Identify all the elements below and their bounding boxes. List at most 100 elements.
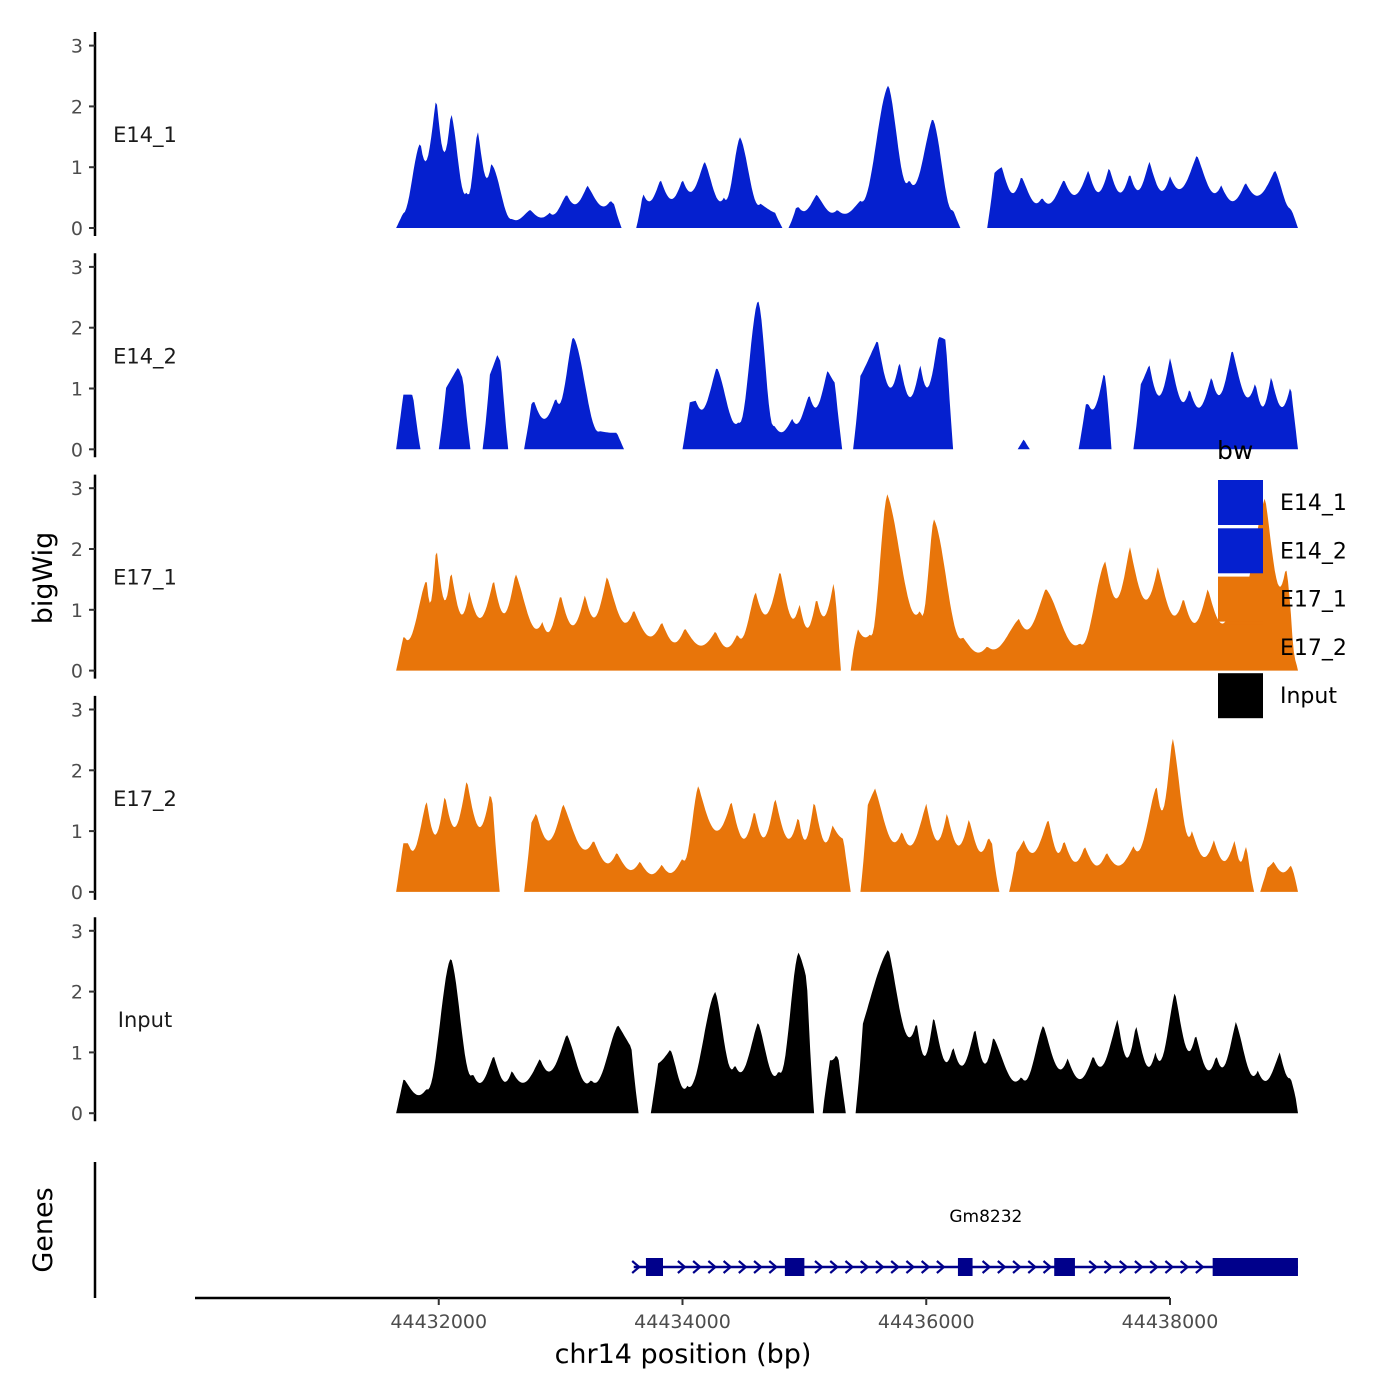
signal-area-E14_2-1 <box>438 368 471 450</box>
track-E14_1: 0 1 2 3 E14_1 <box>71 32 1298 240</box>
signal-area-E14_1-0 <box>396 102 622 228</box>
gene-exon-4 <box>1054 1258 1075 1276</box>
signal-area-E17_1-1 <box>850 494 1298 671</box>
signal-area-E17_1-0 <box>396 552 841 671</box>
legend-label-Input: Input <box>1280 684 1337 709</box>
strand-arrow <box>707 1260 718 1274</box>
gene-exon-1 <box>645 1258 663 1276</box>
track-label-E14_1: E14_1 <box>113 123 177 148</box>
y-tick-label: 1 <box>71 379 83 401</box>
track-E17_1: 0 1 2 3 E17_1 <box>71 474 1298 683</box>
strand-arrow <box>1103 1260 1114 1274</box>
strand-arrow <box>1134 1260 1144 1274</box>
legend-swatch-E14_2 <box>1218 528 1263 574</box>
strand-arrow <box>631 1260 641 1274</box>
strand-arrow <box>692 1260 702 1274</box>
y-tick-label: 2 <box>71 318 83 340</box>
strand-arrow <box>829 1260 839 1274</box>
strand-arrow <box>1149 1260 1159 1274</box>
gene-name-label: Gm8232 <box>949 1207 1022 1227</box>
legend-label-E17_2: E17_2 <box>1280 636 1347 661</box>
y-tick-label: 2 <box>71 760 83 782</box>
legend-swatch-E14_1 <box>1218 480 1263 525</box>
track-label-E17_1: E17_1 <box>113 566 177 591</box>
signal-area-Input-3 <box>855 950 1298 1114</box>
strand-arrow <box>1164 1260 1175 1274</box>
legend-label-E14_1: E14_1 <box>1280 491 1347 516</box>
strand-arrow <box>1195 1260 1205 1274</box>
x-axis-ticks: 44432000 44434000 44436000 44438000 <box>390 1298 1218 1333</box>
signal-area-E17_2-0 <box>396 782 500 892</box>
strand-arrow <box>1179 1260 1190 1274</box>
y-tick-label: 3 <box>71 478 83 500</box>
strand-arrow <box>844 1260 855 1274</box>
signal-area-E14_2-2 <box>482 355 509 450</box>
signal-area-E17_2-1 <box>524 786 851 892</box>
strand-arrow <box>677 1260 687 1274</box>
legend-swatch-Input <box>1218 673 1263 719</box>
strand-arrow <box>890 1260 900 1274</box>
gene-exon-3 <box>957 1258 973 1276</box>
signal-area-E17_2-3 <box>1009 738 1255 892</box>
y-tick-label: 2 <box>71 96 83 118</box>
strand-arrow <box>1027 1260 1037 1274</box>
signal-area-Input-0 <box>396 959 639 1114</box>
x-tick-label: 44432000 <box>390 1311 487 1333</box>
signal-area-Input-1 <box>650 952 815 1114</box>
x-tick-label: 44434000 <box>634 1311 731 1333</box>
strand-arrow <box>859 1260 870 1274</box>
y-tick-label: 1 <box>71 157 83 179</box>
signal-area-Input-2 <box>822 1055 846 1114</box>
strand-arrow <box>753 1260 763 1274</box>
y-tick-label: 0 <box>71 218 83 240</box>
bigwig-tracks: 0 1 2 3 E14_1 0 1 2 3 E14_2 0 1 2 3 E17_1 0 1 2 3 E17_2 0 1 2 3… <box>71 32 1298 1125</box>
track-Input: 0 1 2 3 Input <box>71 917 1298 1125</box>
y-tick-label: 1 <box>71 1042 83 1064</box>
track-label-E17_2: E17_2 <box>113 787 177 812</box>
signal-area-E14_2-4 <box>682 301 843 450</box>
y-tick-label: 3 <box>71 700 83 722</box>
gene-exon-2 <box>784 1258 805 1276</box>
signal-area-E14_2-5 <box>853 337 954 450</box>
signal-area-E14_2-0 <box>396 394 421 450</box>
strand-arrow <box>997 1260 1007 1274</box>
y-tick-label: 0 <box>71 882 83 904</box>
y-tick-label: 1 <box>71 600 83 622</box>
y-tick-label: 0 <box>71 661 83 683</box>
track-label-Input: Input <box>118 1008 172 1032</box>
signal-area-E14_2-7 <box>1078 374 1112 450</box>
strand-arrow <box>768 1260 778 1274</box>
gene-model <box>631 1258 1298 1276</box>
x-tick-label: 44438000 <box>1122 1311 1219 1333</box>
y-tick-label: 0 <box>71 439 83 461</box>
strand-arrow <box>905 1260 916 1274</box>
signal-area-E14_2-6 <box>1017 439 1030 450</box>
x-axis-title: chr14 position (bp) <box>555 1339 812 1370</box>
x-axis: 44432000 44434000 44436000 44438000 <box>195 1296 1218 1333</box>
strand-arrow <box>722 1260 733 1274</box>
signal-area-E14_2-3 <box>524 338 624 450</box>
signal-area-E14_1-2 <box>788 85 961 228</box>
y-tick-label: 2 <box>71 539 83 561</box>
strand-arrow <box>1012 1260 1022 1274</box>
gene-exon-5 <box>1212 1258 1298 1276</box>
strand-arrow <box>1042 1260 1053 1274</box>
track-E17_2: 0 1 2 3 E17_2 <box>71 695 1298 904</box>
genes-axis-title: Genes <box>28 1187 59 1272</box>
legend: bw E14_1 E14_2 E17_1 E17_2 Input <box>1217 436 1347 719</box>
gene-track: Gm8232 <box>93 1162 1298 1298</box>
y-tick-label: 3 <box>71 257 83 279</box>
signal-area-E17_2-2 <box>860 788 1000 892</box>
legend-title: bw <box>1217 436 1253 465</box>
strand-arrow <box>936 1260 946 1274</box>
strand-arrow <box>981 1260 992 1274</box>
y-tick-label: 1 <box>71 821 83 843</box>
y-tick-label: 3 <box>71 36 83 58</box>
signal-area-E17_2-4 <box>1260 861 1298 892</box>
strand-arrow <box>814 1260 824 1274</box>
strand-arrow <box>920 1260 931 1274</box>
track-E14_2: 0 1 2 3 E14_2 <box>71 253 1298 461</box>
legend-swatch-E17_1 <box>1218 576 1263 622</box>
signal-area-E14_2-8 <box>1133 351 1298 450</box>
